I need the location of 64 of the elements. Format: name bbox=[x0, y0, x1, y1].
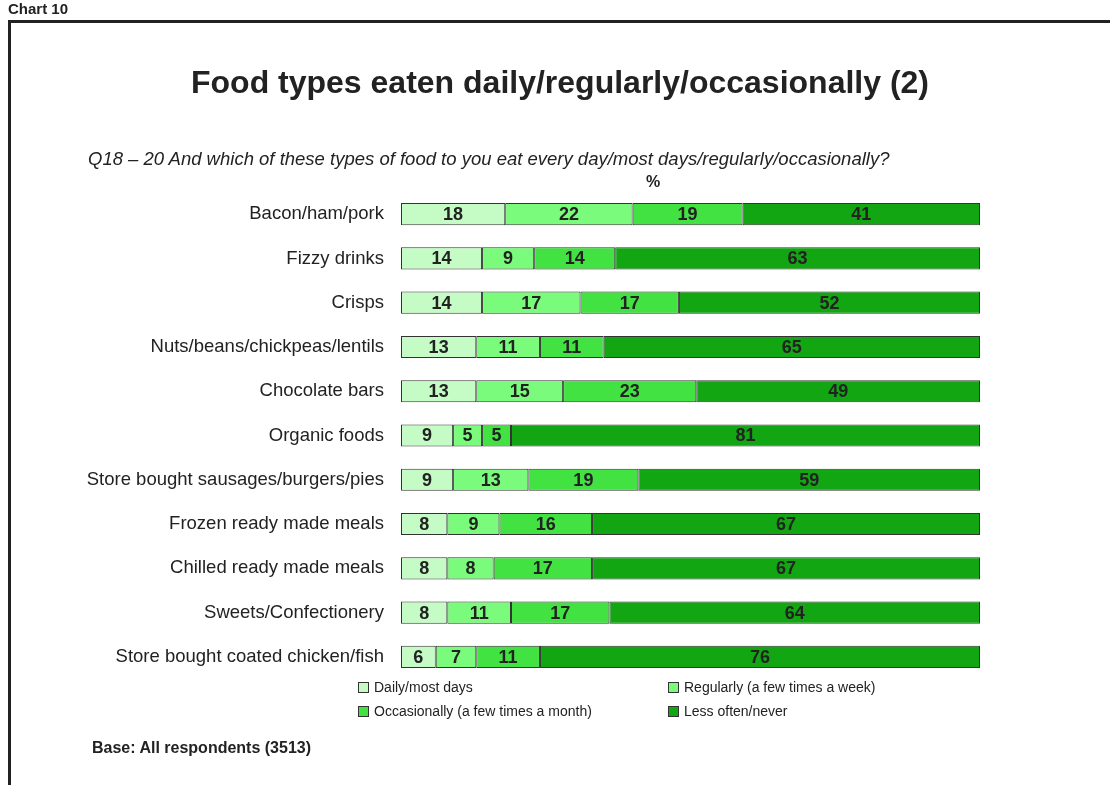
data-label: 13 bbox=[428, 381, 449, 402]
data-label: 5 bbox=[462, 425, 473, 446]
data-label: 8 bbox=[465, 558, 476, 579]
data-label: 41 bbox=[851, 204, 872, 225]
data-label: 11 bbox=[498, 336, 518, 357]
data-label: 11 bbox=[562, 336, 582, 357]
data-label: 64 bbox=[784, 602, 805, 623]
data-label: 16 bbox=[535, 514, 556, 535]
data-label: 65 bbox=[781, 336, 802, 357]
data-label: 14 bbox=[431, 292, 452, 313]
data-label: 19 bbox=[677, 204, 698, 225]
data-label: 19 bbox=[573, 469, 594, 490]
y-tick-label: Chocolate bars bbox=[259, 379, 384, 401]
data-label: 9 bbox=[422, 425, 433, 446]
data-label: 18 bbox=[443, 204, 464, 225]
data-label: 67 bbox=[776, 514, 797, 535]
y-tick-label: Fizzy drinks bbox=[286, 246, 384, 268]
data-label: 11 bbox=[469, 602, 489, 623]
data-label: 23 bbox=[619, 381, 640, 402]
y-tick-label: Store bought sausages/burgers/pies bbox=[86, 467, 384, 489]
data-label: 8 bbox=[419, 602, 430, 623]
data-label: 8 bbox=[419, 558, 430, 579]
caption: Chart 10 bbox=[8, 0, 69, 17]
data-label: 17 bbox=[550, 602, 571, 623]
data-label: 63 bbox=[787, 248, 808, 269]
legend-label: Occasionally (a few times a month) bbox=[374, 703, 592, 719]
y-tick-label: Sweets/Confectionery bbox=[204, 600, 385, 622]
data-label: 11 bbox=[498, 646, 518, 667]
x-axis-title: % bbox=[644, 173, 662, 191]
data-label: 9 bbox=[422, 469, 433, 490]
data-label: 14 bbox=[564, 248, 585, 269]
y-tick-label: Store bought coated chicken/fish bbox=[115, 644, 384, 666]
chart-subtitle: Q18 – 20 And which of these types of food to you eat every day/most days/regularly/occasionally? bbox=[88, 148, 890, 170]
data-label: 67 bbox=[776, 558, 797, 579]
data-label: 5 bbox=[491, 425, 502, 446]
data-label: 14 bbox=[431, 248, 452, 269]
data-label: 22 bbox=[558, 204, 579, 225]
data-label: 9 bbox=[468, 514, 479, 535]
legend-label: Daily/most days bbox=[374, 679, 473, 695]
data-label: 13 bbox=[480, 469, 501, 490]
y-tick-label: Frozen ready made meals bbox=[169, 512, 384, 534]
data-label: 52 bbox=[819, 292, 840, 313]
data-label: 49 bbox=[828, 381, 849, 402]
data-label: 9 bbox=[503, 248, 514, 269]
chart-title: Food types eaten daily/regularly/occasionally (2) bbox=[190, 64, 930, 101]
text: Base: All respondents (3513) bbox=[92, 739, 312, 757]
data-label: 8 bbox=[419, 514, 430, 535]
y-tick-label: Crisps bbox=[331, 290, 384, 312]
y-tick-label: Nuts/beans/chickpeas/lentils bbox=[150, 335, 384, 357]
data-label: 17 bbox=[619, 292, 640, 313]
y-tick-label: Organic foods bbox=[268, 423, 384, 445]
legend-label: Less often/never bbox=[684, 703, 788, 719]
data-label: 13 bbox=[428, 336, 449, 357]
data-label: 7 bbox=[451, 646, 462, 667]
data-label: 17 bbox=[521, 292, 542, 313]
data-label: 59 bbox=[799, 469, 820, 490]
data-label: 17 bbox=[532, 558, 553, 579]
data-label: 15 bbox=[509, 381, 530, 402]
y-tick-label: Chilled ready made meals bbox=[170, 556, 384, 578]
legend-label: Regularly (a few times a week) bbox=[684, 679, 876, 695]
y-tick-label: Bacon/ham/pork bbox=[249, 202, 385, 224]
data-label: 81 bbox=[735, 425, 756, 446]
data-label: 76 bbox=[749, 646, 770, 667]
data-label: 6 bbox=[413, 646, 424, 667]
